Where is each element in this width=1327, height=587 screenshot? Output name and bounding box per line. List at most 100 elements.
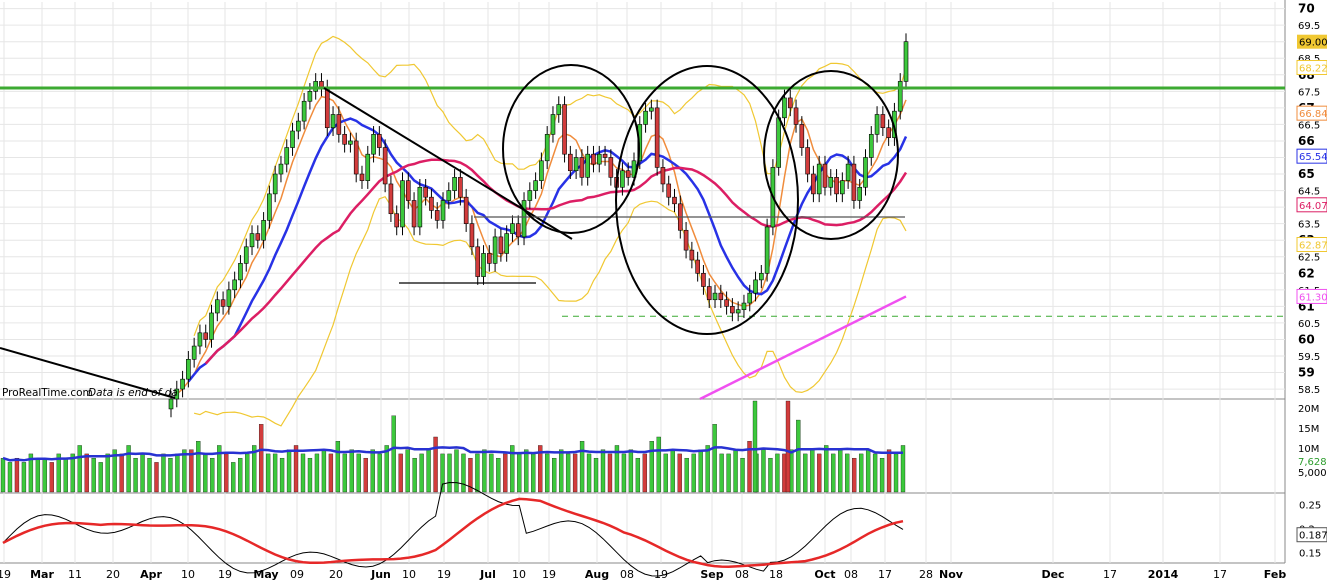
- candle-body: [596, 153, 602, 165]
- candle-body: [799, 124, 805, 148]
- candle-body: [643, 110, 648, 125]
- volume-bar: [552, 457, 557, 493]
- last-value-label: 61.30: [1299, 292, 1327, 303]
- volume-bar: [63, 457, 68, 493]
- candle-body: [585, 153, 590, 178]
- volume-bar: [803, 453, 808, 493]
- candle-body: [498, 236, 504, 254]
- x-tick-label: 17: [1103, 568, 1117, 581]
- candle-body: [521, 200, 527, 238]
- volume-bar: [775, 453, 780, 493]
- y-tick-label: 64.5: [1298, 187, 1320, 198]
- x-tick-label: Nov: [939, 568, 964, 581]
- candle-body: [475, 246, 481, 277]
- volume-bar: [538, 445, 543, 493]
- candle-body: [845, 163, 851, 181]
- candle-body: [238, 263, 243, 281]
- x-tick-label: 11: [68, 568, 82, 581]
- volume-bar: [238, 457, 243, 493]
- volume-bar: [56, 453, 61, 493]
- volume-bar: [712, 424, 717, 493]
- candle-body: [203, 332, 209, 340]
- volume-bar: [98, 462, 103, 493]
- candle-body: [296, 120, 301, 132]
- candle-body: [539, 160, 544, 181]
- candle-body: [741, 302, 747, 310]
- last-value-label: 66.84: [1299, 109, 1327, 120]
- volume-bar: [293, 445, 299, 493]
- candle-body: [209, 312, 214, 340]
- candle-body: [874, 114, 880, 135]
- candle-body: [267, 193, 272, 221]
- candle-body: [730, 306, 735, 314]
- volume-bar: [558, 449, 564, 493]
- volume-bar: [496, 457, 501, 493]
- y-tick-label: 69.5: [1298, 21, 1320, 32]
- volume-bar: [517, 453, 522, 493]
- candle-body: [649, 107, 654, 112]
- candle-body: [324, 87, 330, 129]
- volume-bar: [28, 453, 34, 493]
- candle-body: [301, 100, 307, 122]
- volume-bar: [817, 453, 822, 493]
- last-value-label: 62.87: [1299, 241, 1327, 252]
- candle-body: [423, 186, 428, 198]
- x-tick-label: 19: [437, 568, 451, 581]
- ma-long-pink-line: [699, 295, 907, 401]
- volume-bar: [147, 457, 152, 493]
- volume-bar: [210, 457, 215, 493]
- volume-bar: [49, 462, 54, 493]
- volume-spike-bar: [752, 400, 758, 493]
- volume-tick-label: 7,628: [1298, 457, 1327, 468]
- volume-bar: [545, 453, 550, 493]
- candle-body: [440, 200, 446, 221]
- candle-body: [666, 183, 672, 198]
- volume-bar: [531, 453, 536, 493]
- candle-body: [851, 163, 857, 201]
- volume-bar: [0, 457, 6, 493]
- volume-bar: [370, 449, 375, 493]
- volume-bar: [768, 457, 773, 493]
- y-tick-label: 59.5: [1298, 352, 1320, 363]
- candle-body: [365, 153, 371, 181]
- volume-bar: [726, 453, 731, 493]
- volume-bar: [7, 462, 13, 493]
- volume-bar: [440, 453, 445, 493]
- volume-bar: [314, 453, 320, 493]
- x-axis-labels: 19 Mar 11 20 Apr 10 19 May 09 20 Jun 10 19 Jul 10 19 Aug…: [0, 568, 1286, 581]
- volume-bar: [831, 453, 836, 493]
- candle-body: [689, 249, 695, 261]
- x-tick-label: 20: [106, 568, 120, 581]
- volume-bar: [600, 449, 606, 493]
- last-value-label: 68.22: [1299, 64, 1327, 75]
- x-tick-label: 19: [218, 568, 232, 581]
- candle-body: [180, 378, 185, 390]
- volume-bar: [858, 453, 864, 493]
- candle-body: [683, 229, 689, 251]
- candle-body: [463, 196, 469, 224]
- candle-body: [787, 97, 793, 109]
- candle-body: [573, 157, 579, 172]
- candle-body: [793, 107, 799, 125]
- candle-body: [556, 104, 562, 115]
- x-tick-label: 28: [919, 568, 933, 581]
- candle-body: [712, 292, 718, 301]
- volume-bar: [91, 457, 96, 493]
- candle-body: [718, 292, 724, 301]
- volume-bar: [565, 453, 571, 493]
- x-tick-label: 17: [1213, 568, 1227, 581]
- y-tick-label: 63.5: [1298, 220, 1320, 231]
- candle-body: [782, 97, 787, 119]
- candle-body: [249, 233, 255, 248]
- volume-bar: [321, 449, 327, 493]
- volume-bar: [168, 457, 173, 493]
- volume-bar: [586, 453, 592, 493]
- candle-body: [284, 147, 290, 165]
- volume-ma-line: [2, 446, 903, 462]
- candle-body: [886, 127, 891, 138]
- volume-bar: [454, 449, 459, 493]
- volume-bar: [398, 453, 403, 493]
- candle-body: [313, 81, 318, 92]
- x-tick-label: 08: [844, 568, 858, 581]
- volume-bar: [70, 453, 75, 493]
